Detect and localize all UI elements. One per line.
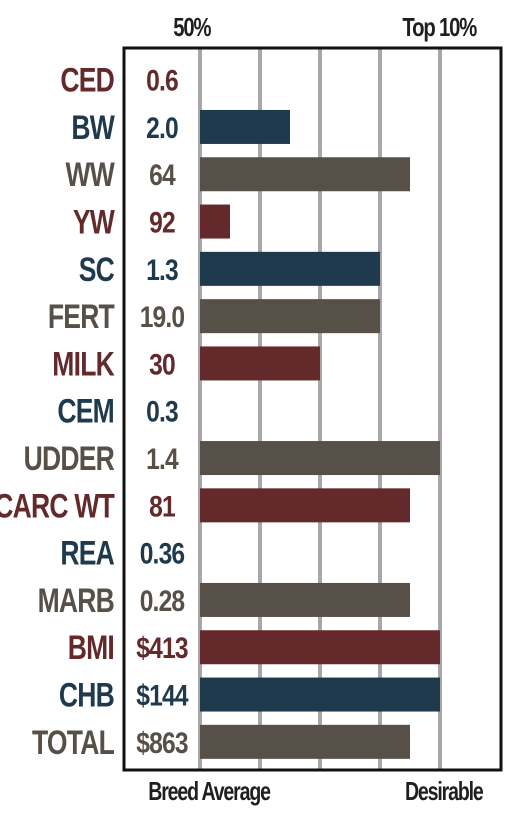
bar-bmi	[200, 630, 440, 665]
category-label: WW	[65, 156, 114, 194]
bar-udder	[200, 441, 440, 476]
bar-bw	[200, 109, 290, 144]
category-label: CARC WT	[0, 487, 115, 525]
value-label: 0.3	[146, 394, 178, 428]
value-label: 64	[149, 158, 176, 192]
bars	[200, 109, 440, 759]
bottom-left-label: Breed Average	[148, 776, 271, 806]
value-label: 92	[149, 205, 175, 239]
value-label: 30	[149, 347, 175, 381]
category-label: REA	[60, 535, 114, 573]
value-label: 0.6	[146, 63, 178, 97]
bar-milk	[200, 346, 320, 381]
category-label: CHB	[59, 676, 114, 714]
value-labels: 0.6 2.0 64 92 1.3 19.0 30 0.3 1.4 81 0.36 0.28 $413 $…	[136, 63, 190, 760]
category-label: CEM	[57, 393, 114, 431]
bar-marb	[200, 582, 410, 617]
value-label: 1.3	[146, 253, 178, 287]
category-label: BW	[71, 109, 115, 147]
category-label: YW	[73, 203, 115, 241]
value-label: 81	[149, 489, 175, 523]
category-label: SC	[79, 251, 115, 289]
value-label: 2.0	[146, 111, 178, 145]
value-label: $144	[136, 678, 189, 712]
bar-ww	[200, 157, 410, 192]
category-label: BMI	[68, 629, 114, 667]
bar-sc	[200, 251, 380, 286]
chart-frame	[122, 46, 503, 772]
bar-yw	[200, 204, 230, 239]
value-label: $413	[136, 631, 188, 665]
top-right-label: Top 10%	[402, 12, 477, 42]
category-label: MARB	[38, 582, 114, 620]
value-label: 0.28	[140, 584, 185, 618]
category-label: UDDER	[24, 440, 115, 478]
value-label: $863	[136, 726, 188, 760]
bar-chb	[200, 677, 440, 712]
value-label: 0.36	[140, 536, 185, 570]
top-left-label: 50%	[173, 12, 211, 42]
bottom-right-label: Desirable	[404, 776, 484, 806]
bar-total	[200, 724, 410, 759]
value-label: 1.4	[146, 442, 179, 476]
bar-carc-wt	[200, 488, 410, 523]
bar-fert	[200, 299, 380, 334]
category-label: TOTAL	[32, 724, 114, 762]
category-label: FERT	[48, 298, 115, 336]
category-labels: CED BW WW YW SC FERT MILK CEM UDDER CARC WT REA MAR…	[0, 62, 116, 762]
category-label: CED	[60, 62, 114, 100]
category-label: MILK	[52, 345, 114, 383]
value-label: 19.0	[140, 300, 185, 334]
